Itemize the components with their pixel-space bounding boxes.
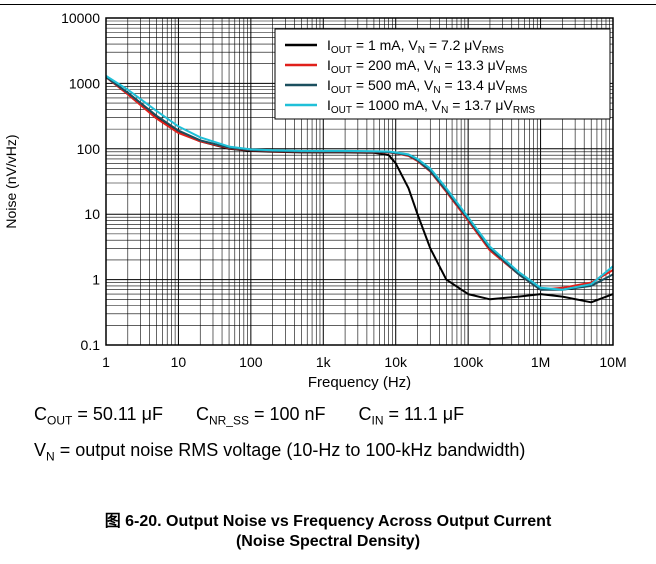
chart-curves bbox=[105, 75, 614, 304]
legend-entry: IOUT = 1 mA, VN = 7.2 μVRMS bbox=[327, 37, 504, 56]
conditions-vn-definition: VN = output noise RMS voltage (10-Hz to … bbox=[34, 440, 526, 464]
x-axis-label: Frequency (Hz) bbox=[308, 374, 411, 391]
plot-frame bbox=[105, 17, 614, 346]
conditions-capacitors: COUT = 50.11 μF CNR_SS = 100 nF CIN = 11… bbox=[34, 404, 492, 428]
x-tick-label: 100k bbox=[453, 354, 484, 370]
y-tick-label: 1 bbox=[92, 272, 100, 288]
y-axis-label: Noise (nV/vHz) bbox=[3, 134, 19, 228]
cnr-condition: CNR_SS = 100 nF bbox=[195, 404, 326, 428]
caption-line-2: (Noise Spectral Density) bbox=[235, 533, 421, 550]
cout-condition: COUT = 50.11 μF bbox=[34, 404, 163, 428]
series-line-4 bbox=[105, 75, 614, 291]
x-tick-label: 10M bbox=[599, 354, 626, 370]
x-tick-label: 10 bbox=[171, 354, 187, 370]
caption-line-1: 图 6-20. Output Noise vs Frequency Across… bbox=[104, 513, 552, 530]
y-tick-label: 0.1 bbox=[81, 337, 101, 353]
y-tick-label: 100 bbox=[77, 141, 101, 157]
x-tick-label: 1k bbox=[316, 354, 332, 370]
top-rule bbox=[0, 4, 656, 5]
x-tick-label: 1M bbox=[531, 354, 550, 370]
x-tick-label: 1 bbox=[102, 354, 110, 370]
legend-box bbox=[274, 28, 611, 120]
x-tick-label: 100 bbox=[239, 354, 263, 370]
legend-entry: IOUT = 1000 mA, VN = 13.7 μVRMS bbox=[327, 97, 535, 116]
x-tick-label: 10k bbox=[384, 354, 408, 370]
figure-caption: 图 6-20. Output Noise vs Frequency Across… bbox=[0, 512, 656, 552]
legend-entry: IOUT = 200 mA, VN = 13.3 μVRMS bbox=[327, 57, 528, 76]
y-tick-label: 10 bbox=[84, 206, 100, 222]
y-tick-label: 10000 bbox=[61, 10, 100, 26]
y-tick-label: 1000 bbox=[69, 75, 100, 91]
legend-entry: IOUT = 500 mA, VN = 13.4 μVRMS bbox=[327, 77, 528, 96]
cin-condition: CIN = 11.1 μF bbox=[358, 404, 465, 428]
